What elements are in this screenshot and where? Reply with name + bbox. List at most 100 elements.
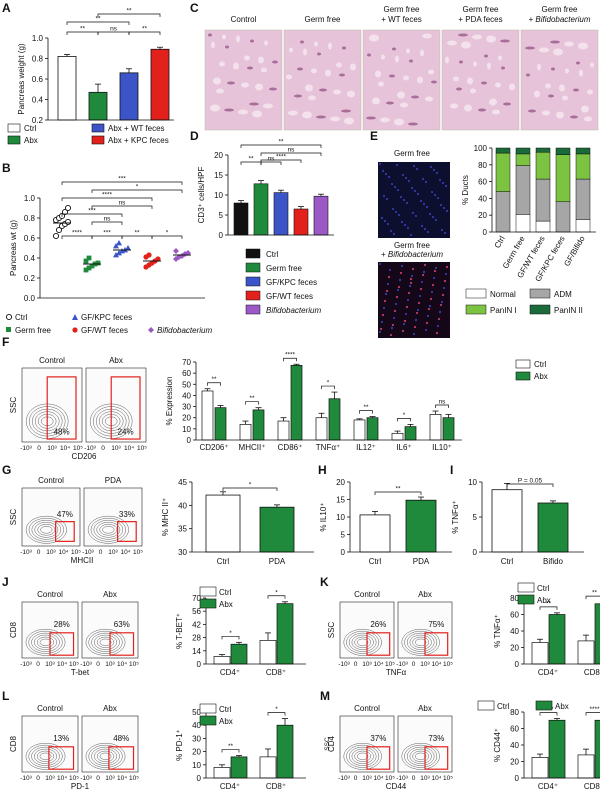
gate-percent: 73% bbox=[428, 734, 444, 743]
tissue-texture bbox=[386, 101, 394, 105]
x-tick-label: CD8⁺ bbox=[584, 782, 600, 791]
gate bbox=[366, 632, 391, 656]
if-nucleus bbox=[397, 213, 401, 217]
if-nucleus bbox=[394, 210, 398, 214]
contour-line bbox=[31, 519, 62, 540]
tissue-texture bbox=[445, 56, 449, 64]
bar-ctrl bbox=[315, 417, 328, 441]
bar-abx bbox=[230, 643, 248, 665]
if-nucleus bbox=[411, 211, 415, 215]
histology-title: Germ free bbox=[383, 5, 420, 14]
flow-x-tick: -10³ bbox=[396, 775, 408, 782]
tissue-texture bbox=[503, 102, 511, 106]
bar-1 bbox=[537, 502, 569, 553]
flow-y-axis-label: SSC bbox=[9, 509, 18, 526]
y-tick-label: 1.0 bbox=[32, 34, 44, 43]
tissue-texture bbox=[450, 103, 458, 109]
y-tick-label: 10 bbox=[468, 478, 477, 487]
tissue-texture bbox=[489, 98, 497, 106]
tissue-texture bbox=[545, 83, 551, 89]
stacked-segment bbox=[575, 147, 591, 155]
tissue-texture bbox=[211, 41, 215, 49]
legend-swatch bbox=[7, 135, 21, 145]
tissue-texture bbox=[333, 89, 341, 95]
gate bbox=[110, 376, 141, 440]
panel-k-chart: 0 20 40 60 80 % TNFα⁺ ** CD4⁺ ** CD8⁺ bbox=[493, 590, 600, 677]
legend-label: Bifidobacterium bbox=[157, 326, 212, 335]
contour-line bbox=[31, 746, 60, 766]
contour-line bbox=[102, 526, 115, 534]
y-tick-label: 0.4 bbox=[32, 96, 44, 105]
tissue-texture bbox=[380, 117, 390, 123]
if-cell bbox=[419, 287, 423, 291]
significance-label: **** bbox=[72, 230, 83, 237]
contour-line bbox=[28, 630, 63, 654]
y-tick-label: 20 bbox=[478, 211, 487, 220]
x-tick-label: Ctrl bbox=[369, 557, 382, 566]
x-tick-label: CD4⁺ bbox=[220, 668, 240, 677]
if-nucleus bbox=[385, 197, 389, 201]
if-cell bbox=[380, 320, 384, 324]
data-point bbox=[116, 240, 122, 246]
if-cell bbox=[397, 285, 401, 289]
if-cell bbox=[381, 313, 385, 317]
y-tick-label: 20 bbox=[510, 644, 519, 653]
panel-letter-k: K bbox=[320, 575, 329, 589]
y-tick-label: 10 bbox=[336, 513, 345, 522]
tissue-texture bbox=[539, 47, 549, 53]
legend-label: Ctrl bbox=[24, 124, 37, 133]
significance-bracket bbox=[91, 221, 123, 225]
tissue-texture bbox=[375, 70, 381, 78]
flow-sample-label: Abx bbox=[103, 590, 117, 599]
bar-abx bbox=[548, 719, 566, 779]
stacked-segment bbox=[515, 147, 531, 155]
stacked-segment bbox=[535, 147, 551, 153]
y-tick-label: 28 bbox=[192, 634, 201, 643]
gate-percent: 75% bbox=[428, 620, 444, 629]
contour-line bbox=[406, 746, 435, 766]
if-cell bbox=[378, 262, 382, 266]
stacked-segment bbox=[535, 178, 551, 222]
data-point bbox=[113, 252, 119, 258]
tissue-texture bbox=[208, 33, 212, 37]
y-tick-label: 1.0 bbox=[24, 194, 36, 203]
stacked-segment bbox=[575, 219, 591, 233]
if-cell bbox=[391, 323, 395, 327]
legend-label: GF/WT feces bbox=[81, 326, 128, 335]
legend-swatch bbox=[465, 304, 487, 315]
if-cell bbox=[408, 284, 412, 288]
y-tick-label: 20 bbox=[510, 758, 519, 767]
flow-x-tick: 10⁵ bbox=[69, 661, 79, 668]
flow-x-tick: 10⁴ bbox=[373, 661, 383, 668]
tissue-texture bbox=[219, 61, 225, 67]
if-cell bbox=[396, 288, 400, 292]
flow-x-tick: 10³ bbox=[47, 445, 57, 452]
bar-1 bbox=[88, 91, 108, 121]
contour-line bbox=[25, 628, 66, 656]
panel-m-extra: SSC bbox=[324, 737, 331, 751]
flow-x-tick: -10³ bbox=[80, 775, 92, 782]
if-nucleus bbox=[429, 165, 433, 169]
data-point bbox=[55, 226, 63, 234]
tissue-texture bbox=[587, 89, 593, 95]
significance-label: ** bbox=[546, 600, 552, 607]
if-cell bbox=[426, 314, 430, 318]
if-nucleus bbox=[442, 206, 446, 210]
if-nucleus bbox=[380, 216, 384, 220]
legend-marker bbox=[72, 327, 78, 333]
legend-label: Ctrl bbox=[219, 705, 232, 714]
legend-label: GF/KPC feces bbox=[81, 313, 132, 322]
tissue-texture bbox=[236, 35, 240, 43]
tissue-texture bbox=[559, 84, 565, 92]
flow-sample-label: Abx bbox=[418, 590, 432, 599]
x-tick-label: Bifido bbox=[543, 557, 564, 566]
if-cell bbox=[443, 279, 447, 283]
y-tick-label: 14 bbox=[192, 647, 201, 656]
x-tick-label: CD8⁺ bbox=[266, 782, 286, 791]
bar-abx bbox=[404, 426, 417, 441]
gate-percent: 37% bbox=[370, 734, 386, 743]
flow-x-tick: -10³ bbox=[80, 661, 92, 668]
contour-line bbox=[39, 638, 52, 646]
if-nucleus bbox=[433, 193, 437, 197]
tissue-texture bbox=[576, 61, 580, 65]
